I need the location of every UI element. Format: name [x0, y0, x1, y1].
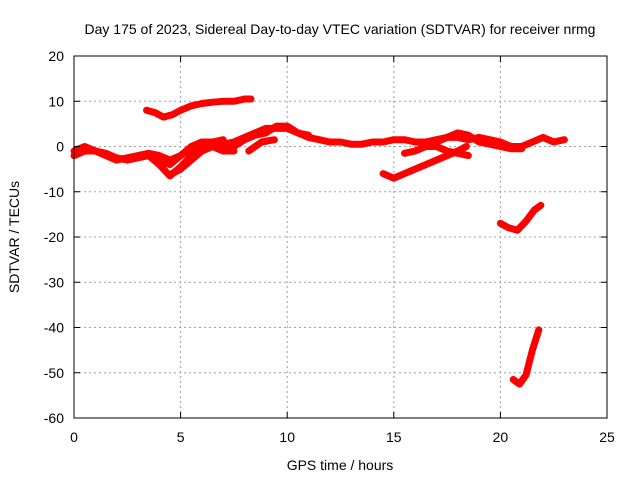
series-line-arc-9: [401, 143, 472, 160]
chart-title: Day 175 of 2023, Sidereal Day-to-day VTE…: [85, 21, 596, 37]
y-tick-label: 10: [48, 93, 64, 109]
series-line-arc-5: [168, 143, 238, 178]
y-tick-label: 0: [56, 139, 64, 155]
axis-ticks: 0 5 10 15 20 25 -60 -50 -40 -30 -20 -10 0 10 20: [44, 48, 615, 445]
y-tick-label: -30: [44, 274, 64, 290]
series-line-arc-3: [143, 95, 255, 121]
x-tick-label: 0: [70, 429, 78, 445]
y-tick-label: 20: [48, 48, 64, 64]
grid: [74, 56, 607, 418]
x-tick-label: 5: [177, 429, 185, 445]
y-axis-title: SDTVAR / TECUs: [6, 181, 22, 293]
y-tick-label: -50: [44, 365, 64, 381]
series-line-arc-12: [509, 326, 543, 388]
y-tick-label: -20: [44, 229, 64, 245]
x-tick-label: 15: [386, 429, 402, 445]
series-line-arc-10: [422, 129, 526, 153]
series-group: [70, 95, 568, 388]
y-tick-label: -10: [44, 184, 64, 200]
series-line-arc-6: [198, 122, 312, 150]
series-line-arc-11: [496, 201, 545, 234]
x-tick-label: 25: [599, 429, 615, 445]
x-tick-label: 20: [493, 429, 509, 445]
y-tick-label: -60: [44, 410, 64, 426]
x-axis-title: GPS time / hours: [287, 457, 394, 473]
y-tick-label: -40: [44, 320, 64, 336]
series-line-arc-7: [245, 136, 278, 155]
x-tick-label: 10: [279, 429, 295, 445]
